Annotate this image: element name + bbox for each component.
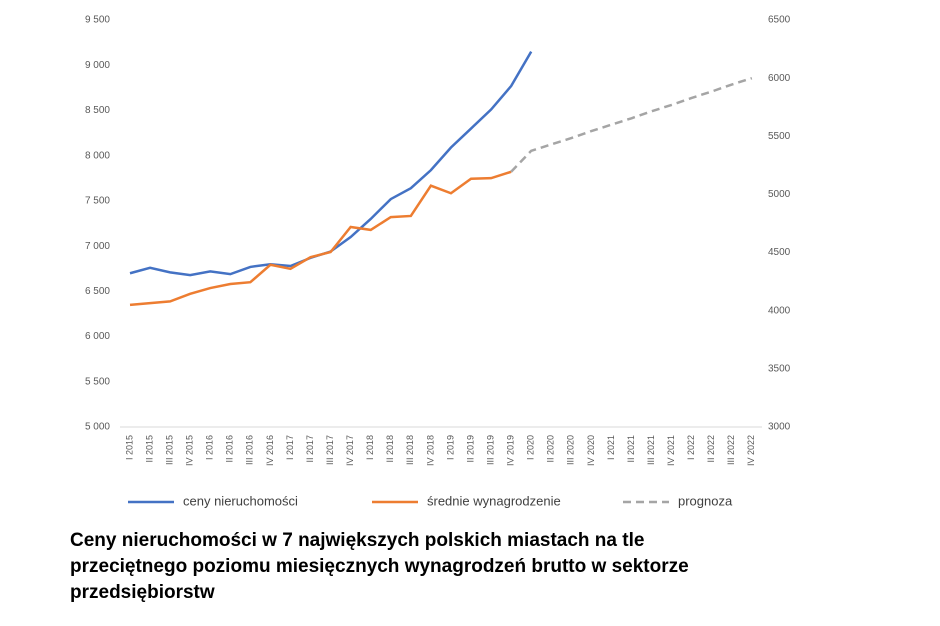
y-tick-label: 8 500 (85, 105, 110, 116)
y2-tick-label: 5000 (768, 189, 791, 200)
series-line (129, 170, 512, 307)
x-tick-label: III 2019 (485, 435, 495, 465)
x-tick-label: IV 2015 (185, 435, 195, 466)
y-tick-label: 5 000 (85, 422, 110, 433)
x-tick-label: II 2015 (144, 435, 154, 463)
x-tick-label: I 2017 (285, 435, 295, 460)
x-tick-label: IV 2017 (345, 435, 355, 466)
y2-tick-label: 4500 (768, 247, 791, 258)
x-tick-label: III 2016 (245, 435, 255, 465)
x-tick-label: I 2020 (526, 435, 536, 460)
x-tick-label: II 2018 (385, 435, 395, 463)
legend-label: średnie wynagrodzenie (427, 493, 561, 508)
x-tick-label: III 2017 (325, 435, 335, 465)
y-tick-label: 7 500 (85, 196, 110, 207)
x-tick-label: II 2022 (706, 435, 716, 463)
x-tick-label: I 2018 (365, 435, 375, 460)
x-tick-label: III 2018 (405, 435, 415, 465)
legend-label: prognoza (678, 493, 733, 508)
x-tick-label: II 2020 (546, 435, 556, 463)
x-tick-label: III 2022 (726, 435, 736, 465)
x-tick-label: I 2015 (124, 435, 134, 460)
x-tick-label: I 2016 (205, 435, 215, 460)
y-tick-label: 6 500 (85, 286, 110, 297)
y2-tick-label: 4000 (768, 305, 791, 316)
chart-title: Ceny nieruchomości w 7 największych pols… (70, 528, 689, 606)
y-tick-label: 5 500 (85, 376, 110, 387)
y2-tick-label: 6000 (768, 73, 791, 84)
y-tick-label: 9 500 (85, 15, 110, 26)
legend-label: ceny nieruchomości (183, 493, 298, 508)
y2-tick-label: 6500 (768, 15, 791, 26)
x-tick-label: IV 2016 (265, 435, 275, 466)
x-tick-label: I 2022 (686, 435, 696, 460)
x-tick-label: IV 2020 (586, 435, 596, 466)
x-tick-label: III 2020 (566, 435, 576, 465)
x-tick-label: II 2021 (626, 435, 636, 463)
y2-tick-label: 5500 (768, 131, 791, 142)
x-tick-label: IV 2019 (506, 435, 516, 466)
x-tick-label: III 2021 (646, 435, 656, 465)
x-tick-label: III 2015 (164, 435, 174, 465)
series-line (510, 76, 753, 173)
y-tick-label: 6 000 (85, 331, 110, 342)
x-tick-label: IV 2022 (746, 435, 756, 466)
y-tick-label: 8 000 (85, 150, 110, 161)
series-line (129, 51, 533, 277)
title-line: przeciętnego poziomu miesięcznych wynagr… (70, 556, 689, 577)
x-tick-label: II 2017 (305, 435, 315, 463)
x-tick-label: II 2019 (465, 435, 475, 463)
y2-tick-label: 3500 (768, 363, 791, 374)
title-line: przedsiębiorstw (70, 582, 215, 603)
y-tick-label: 9 000 (85, 60, 110, 71)
title-line: Ceny nieruchomości w 7 największych pols… (70, 530, 645, 551)
y2-tick-label: 3000 (768, 422, 791, 433)
x-tick-label: II 2016 (225, 435, 235, 463)
x-tick-label: I 2021 (606, 435, 616, 460)
x-tick-label: IV 2021 (666, 435, 676, 466)
y-tick-label: 7 000 (85, 241, 110, 252)
x-tick-label: I 2019 (445, 435, 455, 460)
x-tick-label: IV 2018 (425, 435, 435, 466)
